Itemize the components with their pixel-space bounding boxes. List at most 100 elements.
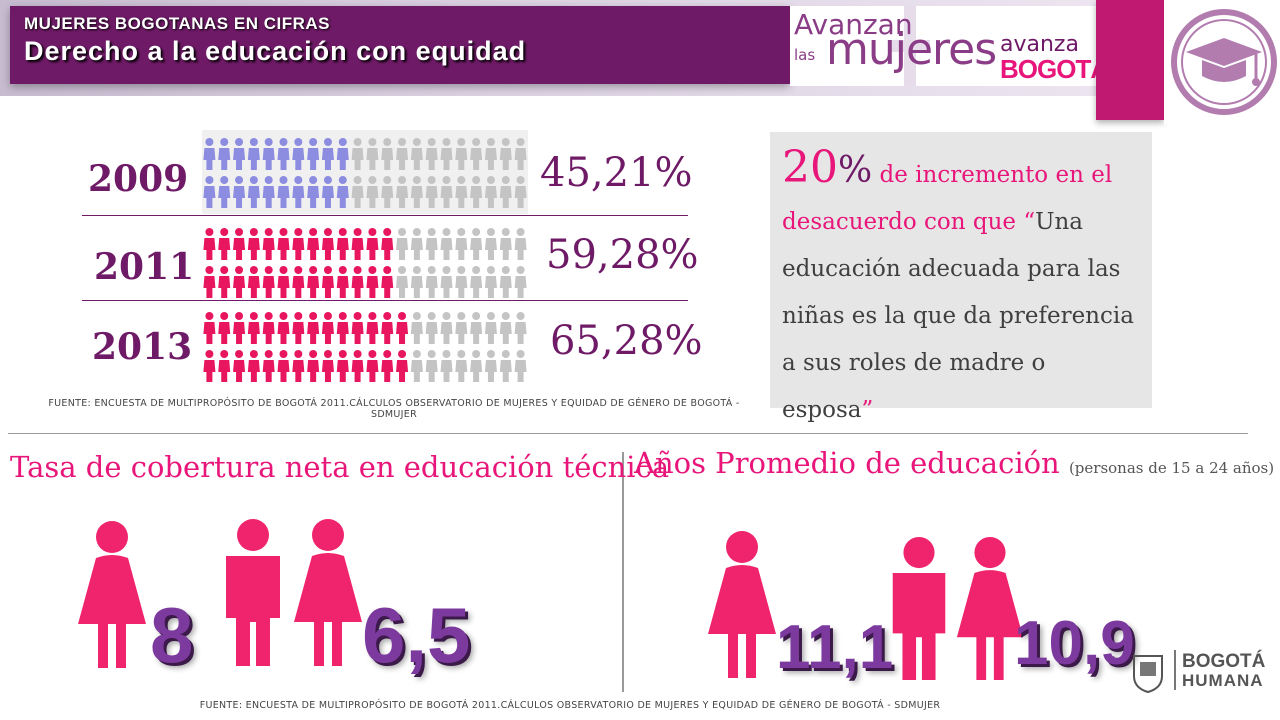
person-icon: [277, 266, 290, 298]
person-icon: [455, 176, 468, 208]
person-icon: [351, 228, 364, 260]
person-icon: [455, 138, 468, 170]
person-icon: [440, 266, 453, 298]
year-label: 2009: [88, 158, 189, 200]
avanzan-logo: Avanzan las mujeres avanza BOGOTÁ: [790, 6, 1109, 86]
man-icon: [226, 519, 280, 666]
person-icon: [381, 266, 394, 298]
person-icon: [262, 312, 275, 344]
person-icon: [203, 350, 216, 382]
person-icon: [514, 266, 527, 298]
person-icon: [470, 228, 483, 260]
quote-open-mark: “: [1023, 209, 1036, 235]
person-icon: [247, 138, 260, 170]
person-icon: [203, 138, 216, 170]
percent-label: 59,28%: [546, 232, 699, 278]
person-icon: [203, 176, 216, 208]
year-label: 2013: [92, 326, 193, 368]
person-icon: [470, 266, 483, 298]
section-subtitle-years: (personas de 15 a 24 años): [1068, 459, 1275, 477]
quote-pink-text: de incremento en el desacuerdo con que: [782, 162, 1113, 235]
person-icon: [470, 138, 483, 170]
person-icon: [351, 312, 364, 344]
person-icon: [499, 266, 512, 298]
row-divider: [82, 300, 688, 301]
person-icon: [514, 312, 527, 344]
person-icon: [203, 266, 216, 298]
person-icon: [262, 138, 275, 170]
person-icon: [292, 266, 305, 298]
person-icon: [336, 138, 349, 170]
person-icon: [499, 350, 512, 382]
person-icon: [336, 266, 349, 298]
person-icon: [499, 176, 512, 208]
logo-text-avanzan: Avanzan: [794, 8, 913, 41]
person-icon: [307, 228, 320, 260]
section-title-years: Años Promedio de educación (personas de …: [634, 446, 1274, 480]
quote-percent-sign: %: [838, 150, 873, 191]
quote-close-mark: ”: [861, 397, 874, 423]
person-icon: [336, 176, 349, 208]
person-icon: [218, 228, 231, 260]
person-icon: [425, 266, 438, 298]
quote-body: Una educación adecuada para las niñas es…: [782, 209, 1134, 423]
quote-box: 20% de incremento en el desacuerdo con q…: [770, 132, 1152, 423]
person-icon: [425, 138, 438, 170]
person-icon: [366, 350, 379, 382]
person-icon: [292, 228, 305, 260]
person-icon: [218, 176, 231, 208]
person-icon: [410, 176, 423, 208]
year-label: 2011: [94, 246, 195, 288]
section-title-years-text: Años Promedio de educación: [634, 446, 1060, 480]
value-both-years: 10,9: [1014, 609, 1135, 678]
person-icon: [336, 350, 349, 382]
plus-mark-icon: [890, 6, 930, 86]
source-note-top: FUENTE: ENCUESTA DE MULTIPROPÓSITO DE BO…: [48, 398, 740, 420]
man-icon: [892, 536, 946, 681]
person-icon: [425, 228, 438, 260]
footer-logo-line1: BOGOTÁ: [1182, 651, 1266, 672]
row-divider: [82, 215, 688, 216]
person-icon: [321, 312, 334, 344]
person-icon: [233, 266, 246, 298]
person-icon: [247, 176, 260, 208]
percent-label: 65,28%: [550, 318, 703, 364]
person-icon: [396, 176, 409, 208]
person-icon: [366, 176, 379, 208]
person-icon: [233, 176, 246, 208]
person-icon: [455, 312, 468, 344]
person-icon: [366, 312, 379, 344]
person-icon: [277, 312, 290, 344]
person-icon: [233, 138, 246, 170]
person-icon: [277, 228, 290, 260]
person-icon: [262, 350, 275, 382]
person-icon: [321, 266, 334, 298]
graduation-cap-icon: [1171, 9, 1277, 115]
person-icon: [499, 228, 512, 260]
person-icon: [366, 266, 379, 298]
footer-logo-line2: HUMANA: [1182, 671, 1264, 690]
person-icon: [484, 350, 497, 382]
person-icon: [514, 176, 527, 208]
person-icon: [396, 350, 409, 382]
person-icon: [425, 350, 438, 382]
person-icon: [262, 176, 275, 208]
person-icon: [218, 312, 231, 344]
person-icon: [247, 228, 260, 260]
person-icon: [470, 350, 483, 382]
person-icon: [366, 138, 379, 170]
person-icon: [514, 350, 527, 382]
person-icon: [396, 138, 409, 170]
person-icon: [440, 350, 453, 382]
person-icon: [203, 228, 216, 260]
person-icon: [381, 312, 394, 344]
person-icon: [484, 176, 497, 208]
person-icon: [351, 176, 364, 208]
footer-logo-divider: [1174, 650, 1176, 690]
people-grid-2009: [202, 130, 528, 214]
woman-icon: [294, 519, 362, 666]
person-icon: [425, 312, 438, 344]
person-icon: [262, 266, 275, 298]
woman-icon: [708, 531, 776, 678]
person-icon: [484, 228, 497, 260]
